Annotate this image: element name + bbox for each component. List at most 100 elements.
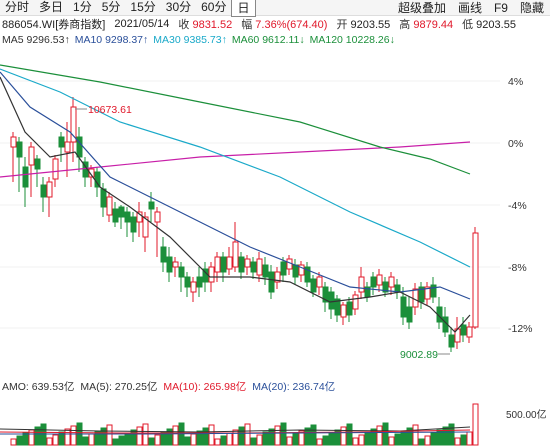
volume-bar-51 [316, 438, 323, 446]
volume-bar-21 [136, 426, 143, 446]
period-tab-3[interactable]: 5分 [101, 0, 121, 14]
candle-body-29 [184, 276, 191, 288]
candle-body-65 [400, 296, 407, 318]
quote-date: 2021/05/14 [114, 18, 170, 30]
candle-body-4 [34, 158, 41, 170]
volume-bar-64 [394, 433, 401, 446]
candle-body-27 [172, 261, 179, 268]
volume-bar-62 [382, 422, 389, 446]
volume-bar-7 [52, 434, 59, 446]
ma5-legend: MA5 9296.53↑ [2, 34, 70, 46]
candle-body-41 [256, 258, 263, 276]
ma30-line [0, 68, 471, 268]
volume-bar-61 [376, 425, 383, 446]
ma10-legend: MA10 9298.37↑ [74, 34, 149, 46]
volume-bar-24 [154, 434, 161, 446]
period-tab-4[interactable]: 15分 [130, 0, 156, 14]
amo-ma5: MA(5): 270.25亿 [80, 381, 158, 393]
volume-axis-label-0: 500.00亿 [506, 408, 547, 421]
volume-bar-27 [172, 425, 179, 446]
toolbar: 分时 多日 1分 5分 15分 30分 60分日 超级叠加 画线 F9 隐藏 [0, 0, 550, 17]
volume-bar-55 [340, 426, 347, 446]
volume-bar-36 [226, 432, 233, 446]
volume-bar-0 [10, 438, 17, 446]
candle-body-15 [100, 188, 107, 208]
volume-bar-38 [238, 426, 245, 446]
candle-body-58 [358, 276, 365, 293]
change-value: 7.36%(674.40) [255, 19, 328, 31]
axis-label-0: 4% [508, 76, 523, 88]
volume-bar-52 [322, 435, 329, 446]
period-tab-6[interactable]: 60分 [201, 0, 227, 14]
period-tab-7[interactable]: 日 [231, 0, 256, 17]
toolbar-action-2[interactable]: F9 [493, 0, 508, 15]
volume-ma20-line [0, 431, 471, 435]
volume-bar-44 [274, 425, 281, 446]
volume-bar-30 [190, 433, 197, 446]
volume-bar-46 [286, 436, 293, 446]
period-tab-5[interactable]: 30分 [165, 0, 192, 14]
candle-body-56 [346, 301, 353, 316]
candle-body-68 [418, 286, 425, 303]
volume-bar-4 [34, 426, 41, 446]
period-tab-2[interactable]: 1分 [73, 0, 92, 14]
amo-ma20: MA(20): 236.74亿 [252, 381, 336, 393]
ma60-line [0, 64, 471, 175]
period-tab-1[interactable]: 多日 [39, 0, 64, 14]
candle-body-53 [328, 291, 335, 310]
security-code: 886054.WI[券商指数] [2, 19, 106, 31]
candle-body-24 [154, 211, 161, 223]
candle-body-35 [220, 256, 227, 273]
period-tab-0[interactable]: 分时 [5, 0, 30, 14]
candle-body-36 [226, 256, 233, 270]
volume-bar-63 [388, 436, 395, 446]
axis-label-1: 0% [508, 138, 523, 150]
axis-label-3: -8% [508, 262, 527, 274]
volume-bar-40 [250, 437, 257, 446]
toolbar-action-1[interactable]: 画线 [457, 0, 482, 15]
volume-bar-53 [328, 432, 335, 446]
candle-body-1 [16, 141, 23, 158]
candle-body-63 [388, 276, 395, 288]
candle-body-38 [238, 256, 245, 273]
amo-ma10: MA(10): 265.98亿 [163, 381, 247, 393]
volume-bar-74 [454, 437, 461, 446]
high-field: 高 9879.44 [399, 16, 453, 32]
toolbar-action-0[interactable]: 超级叠加 [397, 0, 446, 15]
volume-bar-23 [148, 437, 155, 446]
candle-body-9 [64, 141, 71, 153]
close-value: 9831.52 [192, 19, 233, 31]
candle-body-69 [424, 286, 431, 300]
volume-bar-66 [406, 427, 413, 446]
volume-bar-49 [304, 427, 311, 446]
volume-bar-8 [58, 431, 65, 446]
volume-bar-10 [70, 425, 77, 446]
axis-label-2: -4% [508, 200, 527, 212]
ma120-line [0, 141, 471, 178]
low-value: 9203.55 [476, 19, 516, 31]
volume-bar-71 [436, 429, 443, 446]
volume-bar-41 [256, 434, 263, 446]
candle-body-19 [124, 211, 131, 223]
volume-legend: AMO: 639.53亿 MA(5): 270.25亿 MA(10): 265.… [2, 379, 335, 394]
volume-bar-60 [370, 428, 377, 446]
candle-body-39 [244, 258, 251, 268]
candle-body-0 [10, 136, 17, 148]
volume-bar-13 [88, 433, 95, 446]
candle-body-3 [28, 146, 35, 166]
candle-body-23 [148, 201, 155, 210]
volume-bar-15 [100, 427, 107, 446]
candle-body-75 [460, 324, 467, 336]
candle-body-66 [406, 306, 413, 323]
close-label: 收 [178, 19, 190, 31]
volume-bar-37 [232, 429, 239, 446]
axis-label-4: -12% [508, 323, 533, 335]
volume-bar-67 [412, 424, 419, 446]
toolbar-action-3[interactable]: 隐藏 [519, 0, 544, 15]
high-value: 9879.44 [413, 19, 454, 31]
volume-bar-18 [118, 435, 125, 446]
candle-body-45 [280, 261, 287, 276]
candle-body-34 [214, 256, 221, 273]
candle-body-8 [58, 136, 65, 148]
